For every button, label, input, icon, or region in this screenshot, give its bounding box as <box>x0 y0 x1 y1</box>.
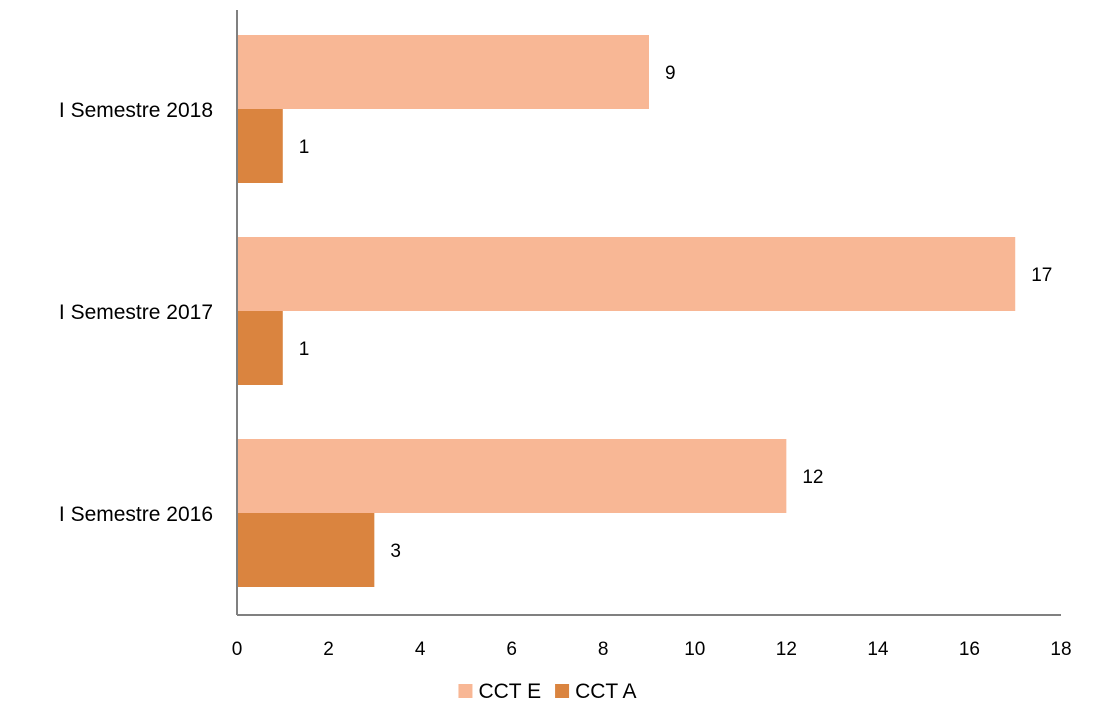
bar-cct-a-i-semestre-2017 <box>237 311 283 385</box>
bar-cct-e-i-semestre-2018 <box>237 35 649 109</box>
legend-item-cct-a: CCT A <box>555 680 637 703</box>
legend: CCT E CCT A <box>458 680 637 703</box>
legend-label: CCT E <box>478 680 541 703</box>
x-tick-label: 8 <box>598 639 609 660</box>
bar-cct-a-i-semestre-2018 <box>237 109 283 183</box>
bar-cct-a-i-semestre-2016 <box>237 513 375 587</box>
x-tick-label: 2 <box>323 639 334 660</box>
data-label: 12 <box>802 467 823 488</box>
legend-label: CCT A <box>575 680 636 703</box>
x-tick-label: 16 <box>959 639 980 660</box>
x-tick-label: 4 <box>415 639 426 660</box>
category-label: I Semestre 2017 <box>59 301 213 324</box>
category-labels-layer: I Semestre 2018 I Semestre 2017 I Semestre… <box>59 99 213 526</box>
legend-item-cct-e: CCT E <box>458 680 541 703</box>
data-label: 1 <box>299 137 310 158</box>
axes-layer <box>236 10 1061 616</box>
data-label: 3 <box>390 541 401 562</box>
data-label: 9 <box>665 63 676 84</box>
x-tick-labels: 0 2 4 6 8 10 12 14 16 18 <box>232 639 1072 660</box>
legend-swatch <box>555 684 570 698</box>
data-label: 1 <box>299 339 310 360</box>
x-tick-label: 10 <box>684 639 705 660</box>
bars-layer <box>237 35 1016 587</box>
x-tick-label: 0 <box>232 639 243 660</box>
category-label: I Semestre 2018 <box>59 99 213 122</box>
bar-cct-e-i-semestre-2017 <box>237 237 1016 311</box>
x-tick-label: 6 <box>506 639 517 660</box>
category-label: I Semestre 2016 <box>59 503 213 526</box>
x-tick-label: 14 <box>867 639 889 660</box>
data-labels-layer: 9 1 17 1 12 3 <box>299 63 1053 562</box>
data-label: 17 <box>1031 265 1052 286</box>
x-tick-label: 18 <box>1050 639 1071 660</box>
bar-cct-e-i-semestre-2016 <box>237 439 787 513</box>
legend-swatch <box>458 684 473 698</box>
x-tick-label: 12 <box>776 639 797 660</box>
